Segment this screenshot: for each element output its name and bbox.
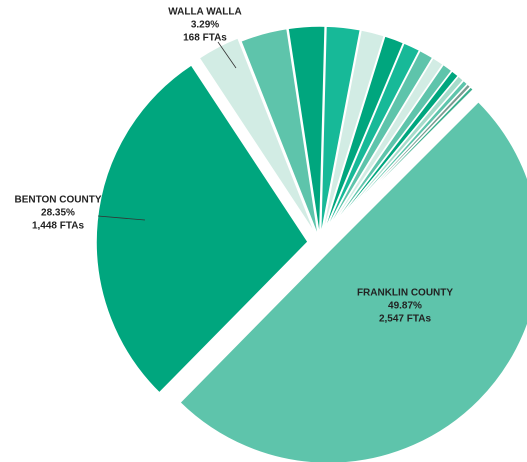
slice-label: FRANKLIN COUNTY: [357, 288, 453, 299]
slice-percent: 3.29%: [191, 20, 219, 31]
pie-slice: [322, 85, 475, 240]
slice-percent: 28.35%: [41, 208, 75, 219]
slice-ftas: 2,547 FTAs: [379, 314, 431, 325]
pie-slice: [178, 100, 527, 462]
slice-ftas: 1,448 FTAs: [32, 221, 84, 232]
pie-slice: [239, 27, 320, 239]
leader-line: [97, 215, 146, 221]
slice-ftas: 168 FTAs: [183, 33, 227, 44]
pie-slice: [287, 25, 326, 239]
pie-slice: [198, 36, 317, 236]
slice-percent: 49.87%: [388, 301, 422, 312]
slice-label: BENTON COUNTY: [14, 195, 101, 206]
pie-slice: [95, 63, 310, 395]
slice-label: WALLA WALLA: [168, 7, 242, 18]
leader-line: [217, 41, 237, 69]
